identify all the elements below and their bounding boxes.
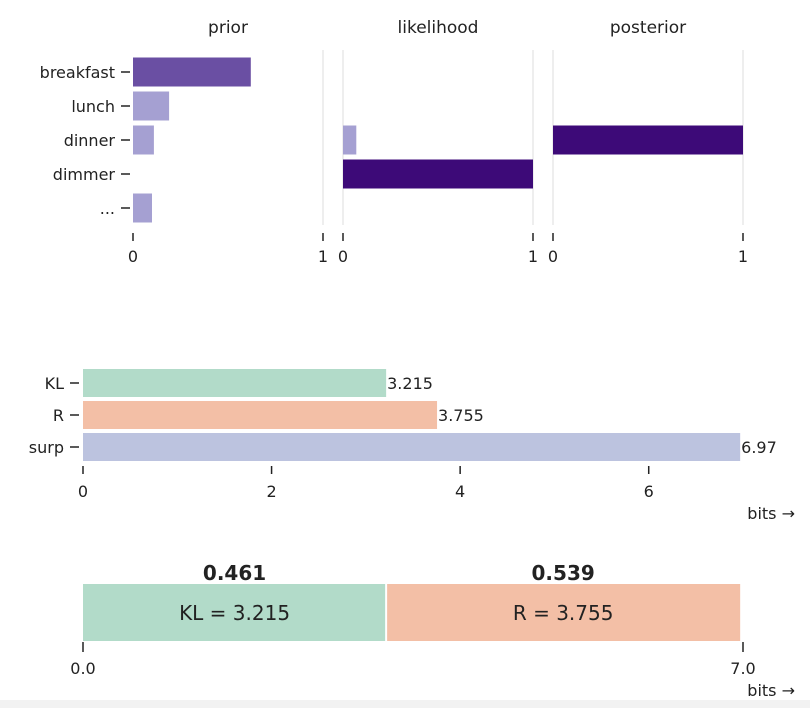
category-label: surp <box>29 438 64 457</box>
segment-label: KL = 3.215 <box>179 601 290 625</box>
segment-0 <box>83 584 387 641</box>
x-tick-label: 0 <box>128 247 138 266</box>
value-label: 3.215 <box>387 374 433 393</box>
category-label: lunch <box>71 97 115 116</box>
panel-title-likelihood: likelihood <box>398 18 479 38</box>
bottom-strip <box>0 700 810 708</box>
x-tick-label: 1 <box>318 247 328 266</box>
category-label: dinner <box>64 131 116 150</box>
category-label: R <box>53 406 64 425</box>
bar-likelihood-2 <box>343 125 357 155</box>
segment-share: 0.539 <box>532 561 595 585</box>
category-label: ... <box>100 199 115 218</box>
x-tick-label: 6 <box>644 482 654 501</box>
bar-prior-4 <box>133 193 152 223</box>
value-label: 3.755 <box>438 406 484 425</box>
category-label: dimmer <box>53 165 116 184</box>
value-label: 6.97 <box>741 438 777 457</box>
x-tick-label: 0 <box>338 247 348 266</box>
x-tick-label: 0 <box>78 482 88 501</box>
segment-share: 0.461 <box>203 561 266 585</box>
segment-1 <box>386 584 741 641</box>
x-tick-label: 1 <box>528 247 538 266</box>
x-tick-label: 7.0 <box>730 659 755 678</box>
bar-KL <box>83 369 387 397</box>
x-tick-label: 1 <box>738 247 748 266</box>
bar-R <box>83 401 438 429</box>
x-axis-label: bits → <box>747 504 795 523</box>
x-tick-label: 2 <box>266 482 276 501</box>
x-axis-label: bits → <box>747 681 795 700</box>
bar-prior-2 <box>133 125 154 155</box>
panel-title-posterior: posterior <box>610 18 686 38</box>
category-label: KL <box>45 374 64 393</box>
panel-title-prior: prior <box>208 18 248 38</box>
category-label: breakfast <box>40 63 115 82</box>
x-tick-label: 0 <box>548 247 558 266</box>
segment-label: R = 3.755 <box>513 601 614 625</box>
bar-prior-0 <box>133 57 251 87</box>
x-tick-label: 4 <box>455 482 465 501</box>
bar-posterior-2 <box>553 125 743 155</box>
bar-likelihood-3 <box>343 159 533 189</box>
x-tick-label: 0.0 <box>70 659 95 678</box>
bar-surp <box>83 433 741 461</box>
bar-prior-1 <box>133 91 170 121</box>
